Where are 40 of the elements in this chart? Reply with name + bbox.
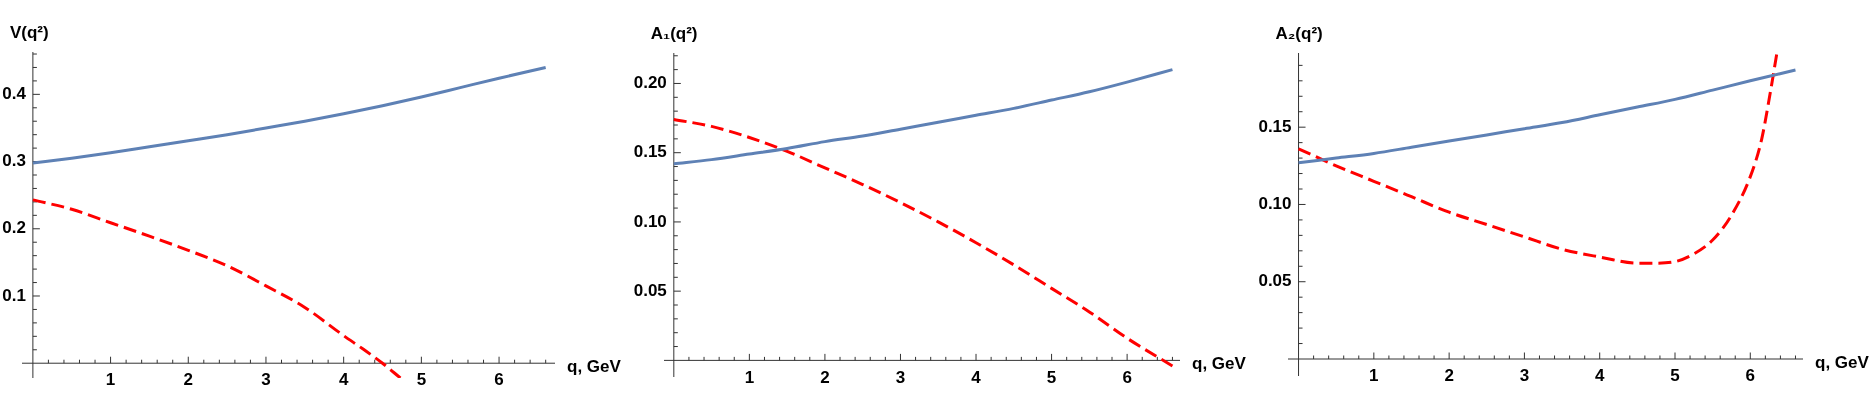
y-tick-label: 0.10: [1258, 194, 1292, 214]
x-tick-label: 3: [1519, 366, 1530, 386]
x-tick-label: 6: [494, 370, 504, 390]
y-tick-label: 0.10: [633, 211, 667, 231]
x-tick-label: 2: [1444, 366, 1454, 386]
line-series: [31, 65, 548, 165]
x-axis-title: q, GeV: [1192, 354, 1247, 374]
x-tick-label: 1: [744, 367, 755, 387]
line-series: [672, 68, 1174, 166]
y-axis-title: V(q²): [9, 23, 49, 42]
y-tick-label: 0.2: [2, 218, 26, 238]
line-series: [1297, 68, 1797, 165]
x-tick-label: 5: [416, 370, 427, 390]
line-series: [672, 117, 1174, 368]
y-tick-label: 0.3: [2, 151, 26, 171]
x-tick-label: 4: [338, 370, 349, 390]
x-tick-label: 5: [1046, 367, 1057, 387]
x-tick-label: 6: [1745, 366, 1756, 386]
y-tick-label: 0.05: [633, 280, 667, 300]
x-tick-label: 4: [1594, 366, 1605, 386]
x-tick-label: 2: [183, 370, 194, 390]
x-tick-label: 3: [261, 370, 271, 390]
y-tick-label: 0.20: [633, 73, 667, 93]
y-tick-label: 0.1: [2, 285, 26, 305]
x-axis-title: q, GeV: [1815, 352, 1870, 372]
y-tick-label: 0.15: [1258, 116, 1292, 136]
y-axis-title: A₂(q²): [1275, 24, 1323, 43]
x-tick-label: 6: [1122, 367, 1132, 387]
y-axis-title: A₁(q²): [650, 24, 698, 43]
x-tick-label: 5: [1670, 366, 1680, 386]
y-tick-label: 0.15: [633, 142, 667, 162]
x-tick-label: 3: [895, 367, 906, 387]
x-axis-title: q, GeV: [567, 356, 622, 376]
line-series: [1297, 53, 1779, 265]
x-tick-label: 4: [971, 367, 982, 387]
x-tick-label: 1: [105, 370, 116, 390]
y-tick-label: 0.4: [2, 84, 27, 104]
x-tick-label: 1: [1369, 366, 1379, 386]
y-tick-label: 0.05: [1258, 271, 1292, 291]
x-tick-label: 2: [820, 367, 830, 387]
